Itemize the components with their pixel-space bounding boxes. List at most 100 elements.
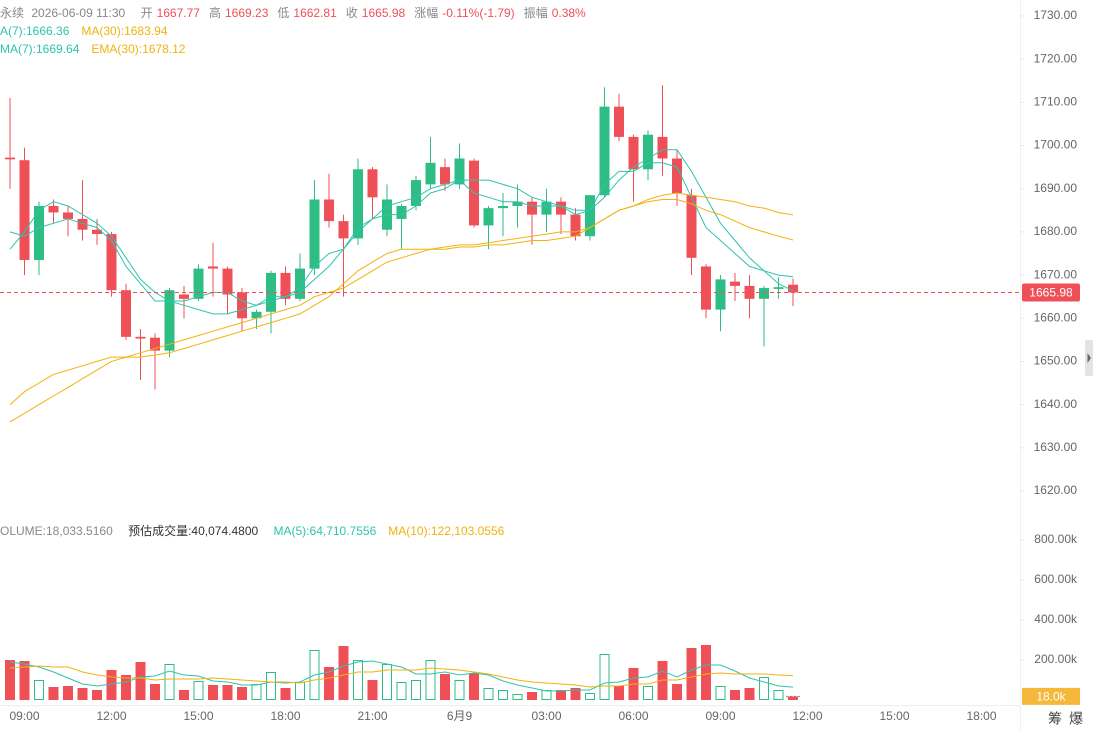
x-tick-label: 21:00 [357,709,387,723]
volume-bar [773,690,784,700]
datetime: 2026-06-09 11:30 [31,6,126,20]
candle-body [77,218,88,230]
candle-body [396,205,407,219]
volume-bar [193,681,204,700]
volume-bar [222,685,233,700]
estimate-label: 预估成交量:40,074.4800 [128,524,259,538]
candle-body [512,201,523,206]
y-tick-label: 1640.00 [1034,397,1078,411]
volume-bar [266,672,276,700]
candle-body [266,272,276,312]
candle-body [19,160,30,260]
candle-body [440,167,450,185]
candle-body [135,336,146,339]
candle-body [759,288,769,299]
stat-value: -0.11%(-1.79) [442,6,515,20]
candle-body [556,201,566,215]
candle-body [251,311,262,319]
x-tick-label: 12:00 [792,709,822,723]
candle-body [237,292,247,319]
candle-body [483,208,494,226]
candle-body [34,205,44,260]
last-volume-label: 18.0k [1036,690,1066,704]
volume-ma-legend: MA(5):64,710.7556 [273,524,377,538]
volume-bar [614,686,624,700]
stat-value: 1667.77 [156,6,200,20]
y-tick-label: 1720.00 [1034,51,1078,65]
ma-legend: A(7):1666.36 MA(30):1683.94 [0,24,179,38]
volume-bar [251,684,262,700]
volume-bar [527,692,537,700]
y-tick-label: 600.00k [1034,572,1078,586]
candle-body [295,268,305,299]
candle-body [280,272,291,299]
side-panel-arrow [1087,353,1091,363]
x-tick-label: 03:00 [531,709,561,723]
candle-body [672,158,682,194]
candle-body [411,180,421,206]
y-tick-label: 1710.00 [1034,95,1078,109]
volume-bar [5,660,15,700]
last-volume-box [1022,687,1080,705]
y-tick-label: 1730.00 [1034,8,1078,22]
candle-body [541,201,552,215]
volume-bar [237,687,247,700]
price-ma-line [9,162,794,306]
y-tick-label: 1700.00 [1034,138,1078,152]
candle-body [5,157,15,160]
x-tick-label: 18:00 [966,709,996,723]
x-tick-label: 15:00 [183,709,213,723]
candle-body [164,290,175,351]
y-tick-label: 1630.00 [1034,440,1078,454]
volume-ma-line [9,665,794,688]
volume-bar [585,693,595,700]
volume-bar [788,696,798,700]
price-ma-line [9,199,794,405]
volume-bar [512,694,523,700]
x-tick-label: 09:00 [705,709,735,723]
candle-body [628,136,639,170]
symbol: 永续 [0,6,25,20]
candle-body [425,162,436,185]
y-tick-label: 1680.00 [1034,224,1078,238]
volume-bar [106,670,117,700]
last-price-box [1022,283,1080,302]
stat-value: 1669.23 [224,6,269,20]
volume-bar [92,690,102,700]
ema-legend: MA(7):1669.64 EMA(30):1678.12 [0,42,197,56]
volume-bar [280,688,291,700]
volume-bar [121,675,131,700]
candle-body [454,158,465,185]
volume-bar [150,684,160,700]
volume-bar [498,690,508,700]
candle-body [150,337,160,351]
y-tick-label: 200.00k [1034,652,1078,666]
volume-bar [411,680,421,700]
x-tick-label: 09:00 [9,709,39,723]
candle-body [193,268,204,299]
volume-ma-legend: MA(10):122,103.0556 [388,524,505,538]
y-tick-label: 1670.00 [1034,267,1078,281]
ma-legend-item: MA(7):1669.64 [0,42,80,56]
liquidation-button[interactable]: 爆 [1069,711,1083,727]
price-ma-line [9,192,794,423]
volume-bar [338,646,349,700]
last-price-label: 1665.98 [1029,286,1073,300]
stat-value: 0.38% [551,6,586,20]
price-ma-line [9,149,794,315]
chip-button[interactable]: 筹 [1048,711,1062,727]
volume-bar [63,686,73,700]
volume-bar [672,684,682,700]
volume-label: OLUME:18,033.5160 [0,524,113,538]
volume-bar [164,664,175,700]
volume-bar [759,677,769,700]
candle-body [179,294,189,299]
candle-body [92,229,102,235]
stat-label: 收 [345,6,358,20]
candle-body [773,287,784,289]
x-tick-label: 6月9 [447,709,473,723]
candle-body [585,195,595,237]
candle-body [498,205,508,209]
volume-ma-line [9,660,794,692]
volume-bar [48,687,59,700]
